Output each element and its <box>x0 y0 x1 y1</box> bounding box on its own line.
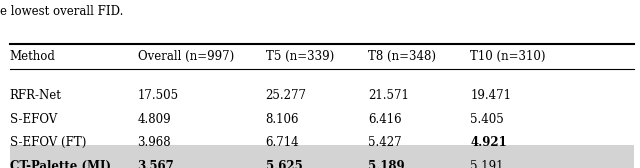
Text: Method: Method <box>10 50 56 63</box>
Text: e lowest overall FID.: e lowest overall FID. <box>0 5 124 18</box>
Text: S-EFOV: S-EFOV <box>10 113 57 125</box>
Text: T10 (n=310): T10 (n=310) <box>470 50 546 63</box>
Bar <box>10 145 634 168</box>
Text: S-EFOV (FT): S-EFOV (FT) <box>10 136 86 149</box>
Text: 3.968: 3.968 <box>138 136 172 149</box>
Text: 5.405: 5.405 <box>470 113 504 125</box>
Text: CT-Palette (MI): CT-Palette (MI) <box>10 160 111 168</box>
Text: 4.921: 4.921 <box>470 136 507 149</box>
Text: 21.571: 21.571 <box>368 89 409 102</box>
Text: 8.106: 8.106 <box>266 113 299 125</box>
Text: 3.567: 3.567 <box>138 160 174 168</box>
Text: 25.277: 25.277 <box>266 89 307 102</box>
Text: T5 (n=339): T5 (n=339) <box>266 50 334 63</box>
Text: T8 (n=348): T8 (n=348) <box>368 50 436 63</box>
Text: 5.189: 5.189 <box>368 160 404 168</box>
Text: 5.427: 5.427 <box>368 136 402 149</box>
Text: Overall (n=997): Overall (n=997) <box>138 50 234 63</box>
Text: 17.505: 17.505 <box>138 89 179 102</box>
Text: 6.416: 6.416 <box>368 113 402 125</box>
Text: 5.191: 5.191 <box>470 160 504 168</box>
Text: 6.714: 6.714 <box>266 136 300 149</box>
Text: 4.809: 4.809 <box>138 113 172 125</box>
Text: 19.471: 19.471 <box>470 89 511 102</box>
Text: RFR-Net: RFR-Net <box>10 89 61 102</box>
Text: 5.625: 5.625 <box>266 160 302 168</box>
